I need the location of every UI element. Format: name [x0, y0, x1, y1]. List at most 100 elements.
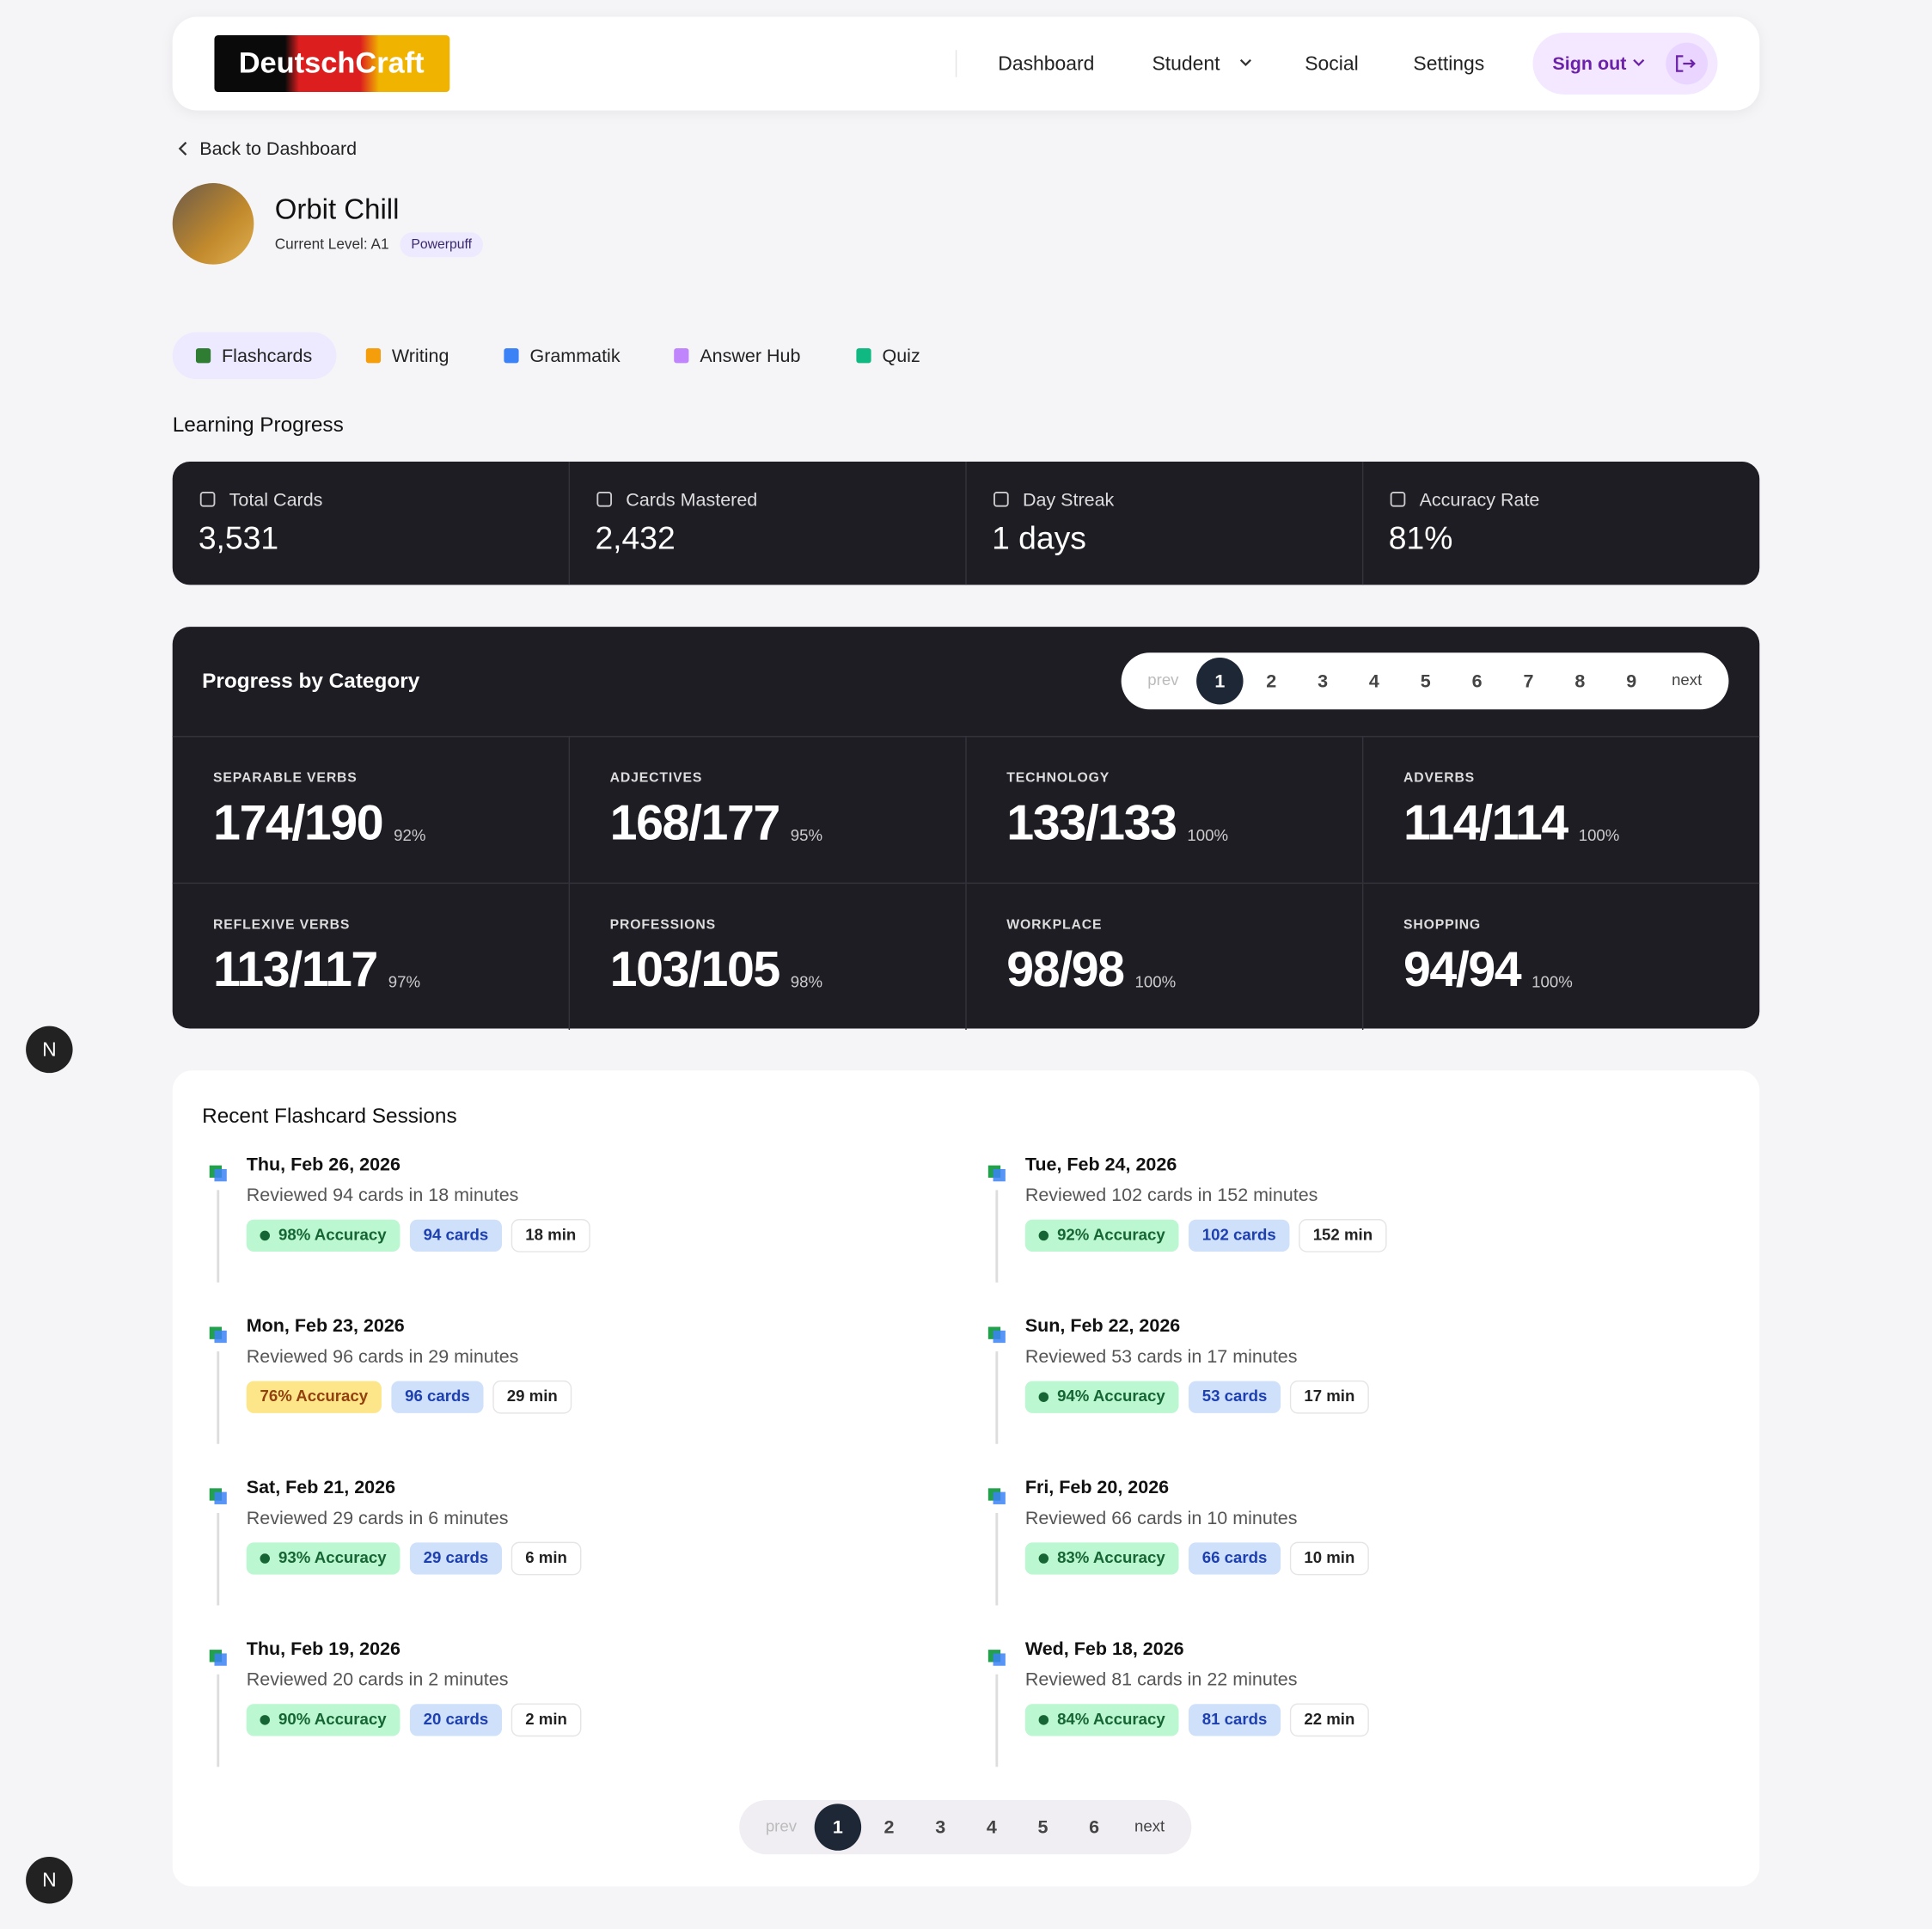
nav-bar — [172, 16, 1760, 111]
pagination — [1121, 652, 1729, 710]
badge — [400, 232, 483, 258]
tab[interactable]: Answer Hub — [700, 346, 800, 366]
page-number[interactable]: 1 — [833, 1817, 843, 1838]
logo-text[interactable]: DeutschCraft — [239, 47, 425, 80]
cards: 81 cards — [1202, 1710, 1268, 1728]
duration: 2 min — [525, 1710, 567, 1728]
cards: 102 cards — [1202, 1225, 1276, 1243]
page-number[interactable]: 3 — [1318, 671, 1328, 691]
page-number[interactable]: 2 — [884, 1817, 895, 1838]
duration-chip — [492, 1380, 572, 1414]
profile-name: Orbit Chill — [275, 193, 400, 225]
session-icon — [993, 1168, 1006, 1182]
page-number[interactable]: 5 — [1037, 1817, 1048, 1838]
cards-chip — [409, 1704, 503, 1736]
accuracy-chip — [246, 1542, 400, 1575]
active-tab[interactable] — [172, 332, 337, 380]
avatar — [172, 183, 254, 265]
category-score: 114/114 — [1403, 796, 1568, 851]
page-prev[interactable]: prev — [766, 1816, 798, 1834]
session-icon — [214, 1330, 227, 1344]
page-number[interactable]: 8 — [1574, 671, 1585, 691]
sign-out-label[interactable]: Sign out — [1552, 53, 1626, 74]
cards: 94 cards — [424, 1225, 489, 1243]
session-summary: Reviewed 66 cards in 10 minutes — [1025, 1508, 1298, 1528]
session-icon — [993, 1653, 1006, 1666]
chip-dot — [1038, 1715, 1049, 1725]
duration: 6 min — [525, 1548, 567, 1566]
tab[interactable]: Writing — [392, 346, 449, 366]
cards-chip — [409, 1219, 503, 1252]
session-date: Sun, Feb 22, 2026 — [1025, 1315, 1180, 1336]
dev-badge[interactable]: N — [26, 1026, 73, 1074]
page-number[interactable]: 4 — [1369, 671, 1379, 691]
session-date: Sat, Feb 21, 2026 — [247, 1477, 395, 1497]
category-score: 168/177 — [610, 796, 780, 851]
page-next[interactable]: next — [1134, 1816, 1165, 1834]
page-number[interactable]: 1 — [1214, 671, 1225, 691]
cards-chip — [409, 1542, 503, 1575]
active-page — [814, 1803, 862, 1851]
tab[interactable]: Flashcards — [222, 346, 312, 366]
page-number[interactable]: 7 — [1523, 671, 1533, 691]
nav-link[interactable]: Settings — [1413, 52, 1484, 74]
stat-label: Total Cards — [229, 490, 323, 511]
logo[interactable] — [214, 35, 450, 92]
category-name: PROFESSIONS — [610, 917, 716, 932]
page-number[interactable]: 9 — [1626, 671, 1636, 691]
back-link[interactable]: Back to Dashboard — [199, 138, 357, 159]
category-name: ADJECTIVES — [610, 771, 703, 786]
nav-link[interactable]: Student — [1152, 52, 1220, 74]
active-page — [1196, 658, 1244, 705]
page-number[interactable]: 4 — [987, 1817, 997, 1838]
session-summary: Reviewed 96 cards in 29 minutes — [247, 1346, 519, 1367]
duration-chip — [511, 1219, 590, 1252]
back-icon[interactable] — [178, 141, 187, 156]
page-prev[interactable]: prev — [1147, 671, 1179, 689]
session-summary: Reviewed 102 cards in 152 minutes — [1025, 1185, 1318, 1205]
sign-out-button[interactable] — [1532, 33, 1718, 95]
accuracy-chip — [246, 1219, 400, 1252]
session-icon — [993, 1330, 1006, 1344]
dev-badge-icon: N — [42, 1038, 57, 1060]
tab[interactable]: Grammatik — [529, 346, 620, 366]
nav-link[interactable]: Dashboard — [998, 52, 1094, 74]
panel-title: Progress by Category — [202, 670, 420, 693]
session-date: Mon, Feb 23, 2026 — [247, 1315, 405, 1336]
accuracy: 84% Accuracy — [1057, 1710, 1165, 1728]
accuracy-chip — [246, 1704, 400, 1736]
accuracy-chip — [1024, 1381, 1179, 1413]
session-summary: Reviewed 29 cards in 6 minutes — [247, 1508, 509, 1528]
category-name: SHOPPING — [1403, 917, 1481, 932]
duration: 10 min — [1304, 1548, 1354, 1566]
stat-value: 3,531 — [199, 520, 278, 556]
cards: 53 cards — [1202, 1387, 1268, 1405]
tab[interactable]: Quiz — [883, 346, 920, 366]
sign-out-icon — [1676, 55, 1696, 72]
page-next[interactable]: next — [1672, 671, 1703, 689]
session-icon — [214, 1168, 227, 1182]
cards-chip — [391, 1381, 484, 1413]
chip-dot — [1038, 1553, 1049, 1564]
stat-value: 1 days — [992, 520, 1086, 556]
chip-dot — [260, 1553, 270, 1564]
page-number[interactable]: 6 — [1089, 1817, 1099, 1838]
category-score: 174/190 — [213, 796, 382, 851]
accuracy-chip — [246, 1381, 382, 1413]
dev-badge[interactable]: N — [26, 1856, 73, 1904]
session-icon — [993, 1491, 1006, 1504]
page-number[interactable]: 3 — [935, 1817, 945, 1838]
cards-chip — [1188, 1542, 1281, 1575]
chevron — [1239, 58, 1251, 67]
duration-chip — [1299, 1219, 1387, 1252]
page-number[interactable]: 2 — [1266, 671, 1276, 691]
accuracy: 93% Accuracy — [278, 1548, 387, 1566]
page-number[interactable]: 5 — [1421, 671, 1431, 691]
nav-link[interactable]: Social — [1305, 52, 1358, 74]
section-title: Learning Progress — [173, 413, 344, 437]
category-name: TECHNOLOGY — [1006, 771, 1110, 786]
page-number[interactable]: 6 — [1472, 671, 1483, 691]
accuracy-chip — [1024, 1219, 1179, 1252]
cards: 66 cards — [1202, 1548, 1268, 1566]
session-summary: Reviewed 20 cards in 2 minutes — [247, 1669, 509, 1690]
